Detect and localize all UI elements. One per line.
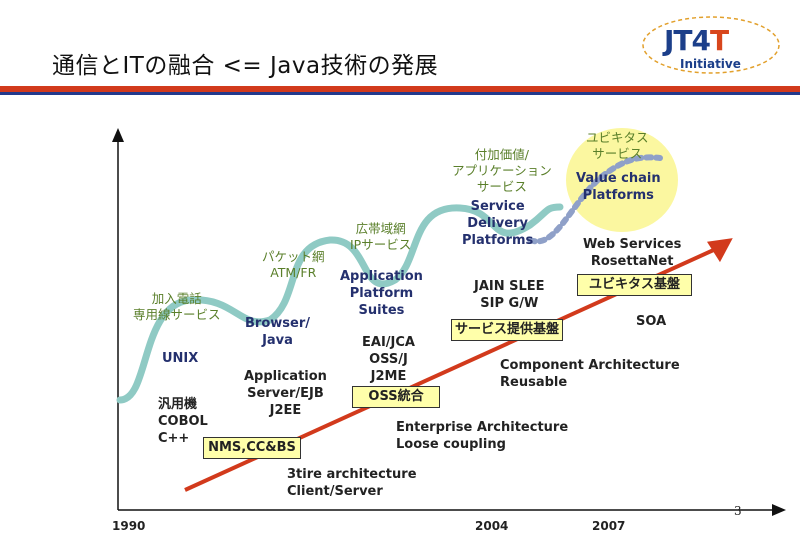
stage-2-en: Browser/Java: [245, 316, 310, 348]
arch-3tier: 3tire architecture Client/Server: [287, 467, 417, 499]
year-2007: 2007: [592, 519, 626, 533]
logo-wordmark: JT4T: [664, 24, 729, 57]
box-service-platform: サービス提供基盤: [451, 319, 563, 341]
logo-subtitle: Initiative: [680, 57, 741, 71]
stage-4-en: Service Delivery Platforms: [462, 199, 534, 248]
tech-eai: EAI/JCA OSS/J J2ME: [362, 335, 415, 384]
box-oss-integration: OSS統合: [352, 386, 440, 408]
page-number: 3: [734, 504, 742, 518]
stage-5-jp: ユビキタス サービス: [586, 130, 649, 161]
stage-4-jp: 付加価値/アプリケーション サービス: [452, 147, 552, 194]
trend-arrowhead: [707, 238, 733, 263]
stage-1-jp: 加入電話 専用線サービス: [133, 291, 221, 322]
tech-jain: JAIN SLEE SIP G/W: [474, 279, 545, 311]
tech-appserver: Application Server/EJB J2EE: [244, 369, 327, 418]
header-divider-red: [0, 86, 800, 92]
tech-web-services: Web Services RosettaNet: [583, 237, 682, 269]
value-chain-ellipse: [566, 128, 678, 232]
jt4t-logo: JT4T Initiative: [640, 14, 782, 76]
stage-1-en: UNIX: [162, 351, 199, 366]
arch-enterprise: Enterprise Architecture Loose coupling: [396, 420, 569, 452]
tech-legacy: 汎用機 COBOL C++: [158, 397, 208, 446]
stage-5-en: Value chain Platforms: [576, 171, 661, 203]
box-ubiquitous-platform: ユビキタス基盤: [577, 274, 692, 296]
future-dotted-wave: [527, 154, 663, 245]
x-axis-arrowhead: [772, 504, 786, 516]
y-axis-arrowhead: [112, 128, 124, 142]
stage-3-jp: 広帯域網 IPサービス: [350, 221, 412, 252]
header-divider-blue: [0, 92, 800, 95]
year-2004: 2004: [475, 519, 509, 533]
stage-2-jp: パケット網 ATM/FR: [262, 249, 325, 280]
evolution-wave: [116, 203, 564, 404]
logo-dashed-ellipse: [642, 16, 780, 74]
arch-component: Component Architecture Reusable: [500, 358, 680, 390]
stage-3-en: Application Platform Suites: [340, 269, 423, 318]
slide-title: 通信とITの融合 <= Java技術の発展: [52, 53, 439, 79]
year-1990: 1990: [112, 519, 146, 533]
box-nms-ccbs: NMS,CC&BS: [203, 437, 301, 459]
tech-soa: SOA: [636, 314, 667, 329]
